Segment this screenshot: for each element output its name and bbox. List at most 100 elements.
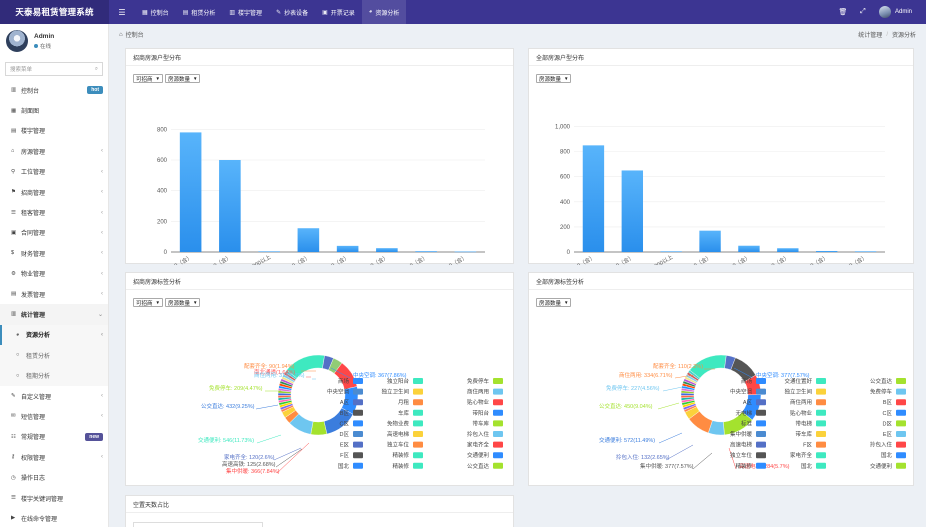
legend-swatch[interactable] (896, 431, 906, 437)
nav-building[interactable]: ▥ 楼宇管理 (229, 9, 263, 17)
bar[interactable] (854, 251, 877, 252)
bar[interactable] (738, 245, 760, 252)
legend-swatch[interactable] (816, 378, 826, 384)
legend-swatch[interactable] (353, 441, 363, 448)
legend-swatch[interactable] (413, 441, 423, 448)
metric-select[interactable]: 房源数量 ▼ (164, 74, 201, 83)
legend-swatch[interactable] (353, 462, 363, 469)
legend-swatch[interactable] (816, 452, 826, 459)
bar[interactable] (699, 230, 721, 252)
metric-select[interactable]: 房源数量 ▼ (164, 298, 201, 307)
bar[interactable] (297, 228, 320, 252)
legend-swatch[interactable] (816, 399, 826, 406)
legend-swatch[interactable] (493, 409, 503, 416)
sidebar-item-a3[interactable]: ⚷ 权限管理 ‹ (0, 447, 108, 467)
legend-swatch[interactable] (353, 452, 363, 459)
sidebar-item-1[interactable]: ▦ 剖面图 (0, 100, 108, 120)
legend-swatch[interactable] (816, 409, 826, 416)
sidebar-item-s0[interactable]: ◕ 资源分析 ‹ (0, 324, 108, 346)
legend-swatch[interactable] (816, 420, 826, 427)
sidebar-item-a2[interactable]: ☷ 常规管理 new (0, 427, 108, 447)
legend-swatch[interactable] (896, 378, 906, 384)
legend-swatch[interactable] (413, 399, 423, 406)
legend-swatch[interactable] (413, 431, 423, 437)
legend-swatch[interactable] (816, 388, 826, 395)
breadcrumb-parent[interactable]: 统计管理 (858, 33, 883, 39)
nav-resource-analysis[interactable]: ◕ 资源分析 (361, 0, 407, 24)
legend-swatch[interactable] (493, 399, 503, 406)
legend-swatch[interactable] (756, 441, 766, 448)
legend-swatch[interactable] (493, 452, 503, 459)
legend-swatch[interactable] (896, 409, 906, 416)
legend-swatch[interactable] (353, 431, 363, 437)
sidebar-item-9[interactable]: ⚙ 物业管理 ‹ (0, 264, 108, 284)
sidebar-item-a5[interactable]: ☰ 楼宇关键词管理 (0, 488, 108, 508)
sidebar-item-4[interactable]: ⚲ 工位管理 ‹ (0, 162, 108, 182)
trash-icon[interactable]: 🗑 (838, 9, 848, 16)
bar[interactable] (179, 132, 202, 252)
legend-swatch[interactable] (756, 462, 766, 469)
legend-swatch[interactable] (413, 378, 423, 384)
legend-swatch[interactable] (353, 420, 363, 427)
legend-swatch[interactable] (896, 388, 906, 395)
legend-swatch[interactable] (756, 420, 766, 427)
bar[interactable] (415, 251, 437, 252)
bar[interactable] (621, 170, 644, 252)
legend-swatch[interactable] (413, 452, 423, 459)
bar[interactable] (777, 248, 799, 252)
legend-swatch[interactable] (896, 441, 906, 448)
sidebar-item-s2[interactable]: ○ 租期分析 (0, 365, 108, 385)
legend-swatch[interactable] (756, 378, 766, 384)
sidebar-item-a0[interactable]: ✎ 自定义管理 ‹ (0, 386, 108, 406)
legend-swatch[interactable] (353, 409, 363, 416)
bar[interactable] (660, 251, 682, 252)
legend-swatch[interactable] (413, 462, 423, 469)
sidebar-item-0[interactable]: ▥ 控制台 hot (0, 80, 108, 100)
legend-swatch[interactable] (493, 441, 503, 448)
sidebar-item-8[interactable]: $ 财务管理 ‹ (0, 243, 108, 263)
legend-swatch[interactable] (896, 399, 906, 406)
legend-swatch[interactable] (816, 431, 826, 437)
legend-swatch[interactable] (413, 420, 423, 427)
bar[interactable] (582, 145, 605, 252)
sidebar-item-11[interactable]: ▥ 统计管理 ⌄ (0, 304, 108, 325)
menu-search-input[interactable]: 搜索菜单 ⌕ (5, 62, 103, 76)
bar[interactable] (219, 160, 241, 252)
sidebar-item-a6[interactable]: ▶ 在线命令管理 (0, 508, 108, 527)
legend-swatch[interactable] (816, 462, 826, 469)
sidebar-item-2[interactable]: ▤ 楼宇管理 (0, 121, 108, 141)
nav-meter[interactable]: ✎ 抄表设备 (276, 9, 309, 17)
fullscreen-icon[interactable]: ⤢ (860, 8, 866, 15)
legend-swatch[interactable] (896, 452, 906, 459)
legend-swatch[interactable] (756, 388, 766, 395)
sidebar-item-s1[interactable]: ○ 租赁分析 (0, 345, 108, 365)
nav-lease-analysis[interactable]: ▤ 租赁分析 (182, 9, 216, 17)
legend-swatch[interactable] (493, 388, 503, 395)
bar[interactable] (376, 248, 398, 252)
legend-swatch[interactable] (353, 378, 363, 384)
sidebar-item-a4[interactable]: ◷ 操作日志 (0, 467, 108, 487)
legend-swatch[interactable] (896, 420, 906, 427)
menu-toggle-icon[interactable]: ☰ (118, 7, 126, 17)
sidebar-item-7[interactable]: ▣ 合同管理 ‹ (0, 223, 108, 243)
sidebar-item-3[interactable]: ⌂ 房源管理 ‹ (0, 141, 108, 161)
nav-dashboard[interactable]: ▦ 控制台 (142, 9, 169, 17)
legend-swatch[interactable] (493, 378, 503, 384)
bar[interactable] (815, 250, 838, 252)
legend-swatch[interactable] (816, 441, 826, 448)
legend-swatch[interactable] (493, 462, 503, 469)
legend-swatch[interactable] (493, 431, 503, 437)
sidebar-item-5[interactable]: ⚑ 招商管理 ‹ (0, 182, 108, 202)
sidebar-item-10[interactable]: ▤ 发票管理 ‹ (0, 284, 108, 304)
legend-swatch[interactable] (413, 409, 423, 416)
user-menu[interactable]: Admin (873, 6, 926, 18)
status-select[interactable]: 可招商 ▼ (133, 298, 163, 307)
legend-swatch[interactable] (493, 420, 503, 427)
app-title[interactable]: 天泰易租赁管理系统 (0, 0, 109, 24)
metric-select[interactable]: 房源数量 ▼ (536, 298, 572, 307)
legend-swatch[interactable] (353, 399, 363, 406)
legend-swatch[interactable] (413, 388, 423, 395)
sidebar-item-a1[interactable]: ✉ 短信管理 ‹ (0, 406, 108, 426)
bar[interactable] (454, 251, 477, 253)
legend-swatch[interactable] (353, 388, 363, 395)
